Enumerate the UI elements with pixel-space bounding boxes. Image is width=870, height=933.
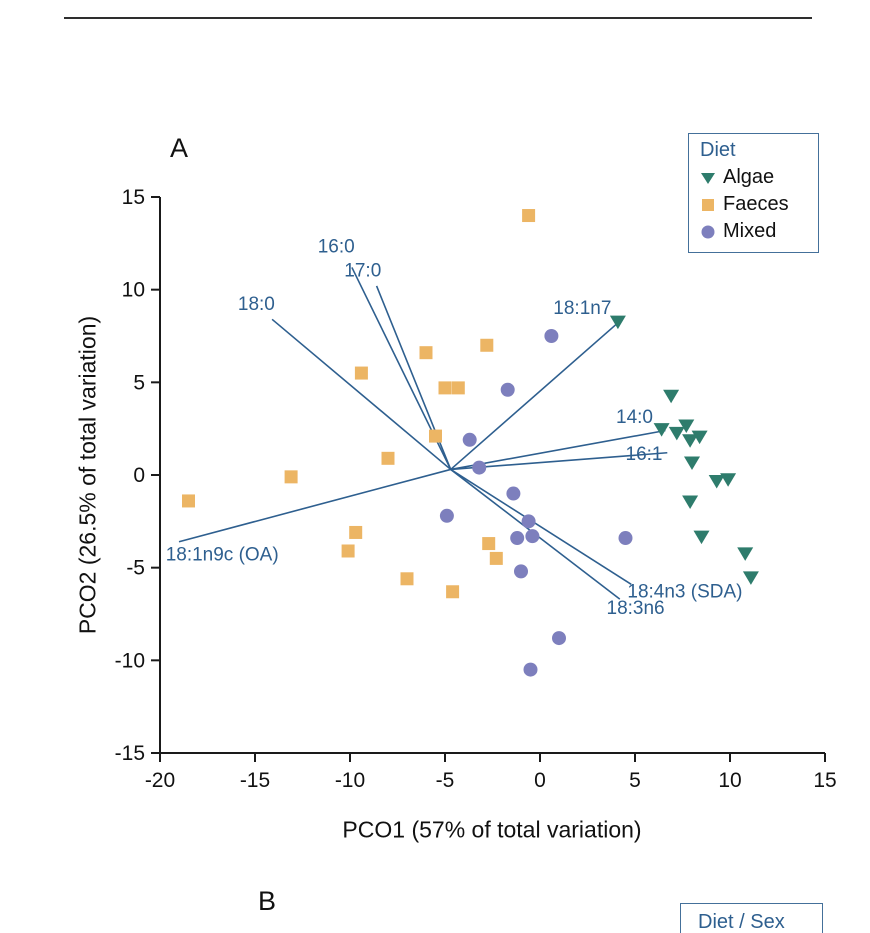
data-point bbox=[684, 456, 700, 471]
y-tick-label: -5 bbox=[126, 557, 145, 580]
vector-line bbox=[450, 468, 632, 586]
vector-label: 17:0 bbox=[344, 261, 381, 282]
x-tick-label: -15 bbox=[240, 769, 270, 792]
vector-line bbox=[178, 468, 451, 543]
vector-label: 18:1n9c (OA) bbox=[166, 544, 279, 565]
x-tick-label: -5 bbox=[436, 769, 455, 792]
x-tick-label: -20 bbox=[145, 769, 175, 792]
data-point bbox=[742, 571, 759, 585]
data-point bbox=[500, 382, 515, 397]
data-point bbox=[522, 209, 536, 223]
vector-label: 18:4n3 (SDA) bbox=[627, 581, 742, 602]
y-tick-label: -10 bbox=[115, 649, 145, 672]
data-point bbox=[691, 430, 708, 445]
y-tick-label: 0 bbox=[133, 464, 145, 487]
data-point bbox=[480, 338, 494, 352]
data-point bbox=[544, 329, 559, 343]
data-point bbox=[472, 460, 487, 475]
vector-label: 16:1 bbox=[626, 444, 663, 465]
diet-sex-legend-title: Diet / Sex bbox=[698, 911, 785, 933]
legend-label-mixed: Mixed bbox=[723, 220, 777, 242]
y-tick-label: 15 bbox=[122, 186, 145, 209]
legend-label-faeces: Faeces bbox=[723, 193, 789, 215]
square-icon bbox=[702, 198, 714, 211]
circle-icon bbox=[701, 225, 715, 238]
y-tick-label: -15 bbox=[115, 742, 145, 765]
diet-legend: Diet Algae Faeces Mixed bbox=[688, 133, 819, 253]
data-point bbox=[609, 315, 626, 330]
data-point bbox=[438, 381, 452, 395]
legend-label-algae: Algae bbox=[723, 166, 775, 188]
data-point bbox=[552, 631, 566, 646]
data-point bbox=[618, 531, 633, 546]
data-point bbox=[429, 429, 442, 443]
data-point bbox=[514, 564, 528, 579]
data-point bbox=[506, 486, 521, 501]
data-point bbox=[521, 514, 536, 529]
legend-item-faeces: Faeces bbox=[700, 193, 810, 216]
data-point bbox=[284, 470, 298, 484]
data-point bbox=[439, 508, 454, 523]
data-point bbox=[510, 531, 525, 546]
diet-sex-legend: Diet / Sex bbox=[680, 903, 823, 933]
x-tick-label: 0 bbox=[534, 769, 546, 792]
series-algae bbox=[609, 315, 759, 585]
loading-vectors: 16:0 17:0 18:0 18:1n7 14:0 16:1 18:1n9c (OA) 18… bbox=[166, 237, 743, 619]
data-point bbox=[349, 525, 363, 539]
panel-b-label: B bbox=[258, 886, 277, 916]
data-point bbox=[653, 423, 670, 437]
x-tick-label: 10 bbox=[718, 769, 741, 792]
data-point bbox=[451, 381, 465, 395]
data-point bbox=[523, 662, 538, 677]
data-point bbox=[341, 544, 355, 558]
y-axis-label: PCO2 (26.5% of total variation) bbox=[74, 315, 101, 635]
data-point bbox=[525, 529, 540, 544]
pco-scatter-chart: -20 -15 -10 -5 0 5 10 15-15-10-505101516:017:01… bbox=[115, 186, 837, 792]
triangle-down-icon bbox=[701, 172, 715, 184]
data-point bbox=[737, 547, 754, 561]
vector-line bbox=[450, 320, 621, 471]
legend-item-mixed: Mixed bbox=[700, 220, 810, 243]
panel-a-label: A bbox=[170, 133, 189, 163]
x-tick-label: 15 bbox=[813, 769, 836, 792]
y-tick-label: 5 bbox=[133, 371, 145, 394]
vector-line bbox=[450, 451, 668, 471]
series-faeces bbox=[182, 209, 536, 599]
data-point bbox=[708, 475, 725, 489]
data-point bbox=[419, 346, 433, 360]
vector-label: 18:0 bbox=[238, 294, 275, 315]
legend-item-algae: Algae bbox=[700, 166, 810, 189]
data-point bbox=[400, 572, 414, 586]
data-point bbox=[682, 434, 699, 448]
data-point bbox=[682, 495, 699, 509]
data-point bbox=[678, 419, 695, 433]
series-mixed bbox=[439, 329, 633, 677]
data-point bbox=[668, 426, 685, 441]
data-point bbox=[446, 585, 460, 599]
vector-line bbox=[450, 429, 666, 471]
data-point bbox=[720, 473, 737, 487]
data-point bbox=[482, 537, 496, 551]
data-point bbox=[489, 551, 503, 565]
vector-label: 18:1n7 bbox=[553, 298, 611, 319]
x-tick-label: 5 bbox=[629, 769, 641, 792]
diet-legend-title: Diet bbox=[700, 139, 736, 161]
vector-line bbox=[271, 318, 452, 471]
data-point bbox=[381, 451, 395, 465]
vector-label: 14:0 bbox=[616, 407, 653, 428]
data-point bbox=[354, 366, 368, 380]
y-tick-label: 10 bbox=[122, 279, 145, 302]
data-point bbox=[182, 494, 195, 508]
data-point bbox=[462, 432, 477, 447]
top-divider bbox=[64, 17, 812, 19]
data-point bbox=[693, 530, 710, 545]
vector-label: 16:0 bbox=[318, 237, 355, 258]
x-tick-label: -10 bbox=[335, 769, 365, 792]
data-point bbox=[663, 389, 680, 404]
x-axis-label: PCO1 (57% of total variation) bbox=[342, 816, 642, 843]
vector-label: 18:3n6 bbox=[607, 598, 665, 619]
